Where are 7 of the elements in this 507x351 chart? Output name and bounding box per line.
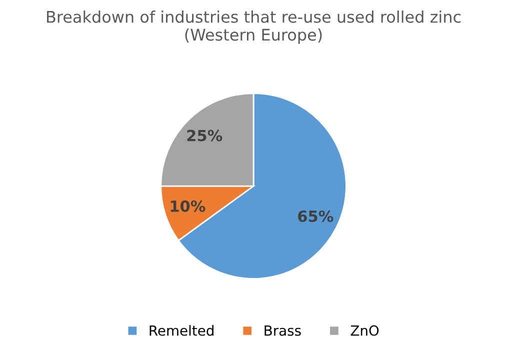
legend-label: Brass: [264, 325, 301, 336]
data-label: 65%: [298, 210, 334, 222]
data-label: 25%: [187, 130, 222, 142]
data-label: 10%: [170, 200, 206, 212]
chart-title: Breakdown of industries that re-use used rolled zinc (Western Europe): [47, 10, 461, 44]
legend-label: ZnO: [350, 325, 379, 336]
legend-label: Remelted: [150, 325, 214, 336]
